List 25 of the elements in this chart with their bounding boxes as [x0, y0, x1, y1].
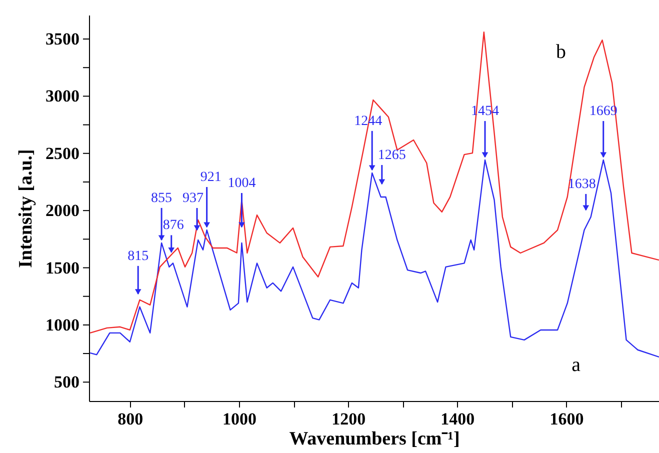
- annotation: 937: [182, 190, 204, 206]
- x-tick-label: 1000: [222, 410, 256, 428]
- y-tick-label: 3000: [46, 86, 80, 106]
- line-series: [89, 32, 659, 334]
- x-axis-title: Wavenumbers [cm⁻¹]: [289, 428, 460, 450]
- annotation: 1265: [378, 148, 406, 164]
- series-label: b: [556, 41, 566, 64]
- y-tick-label: 500: [54, 372, 80, 392]
- y-tick-label: 1500: [46, 258, 80, 278]
- y-axis-title: Intensity [a.u.]: [16, 149, 36, 268]
- x-tick-label: 1400: [440, 410, 475, 428]
- annotation: 921: [200, 170, 222, 186]
- annotation: 876: [162, 218, 184, 234]
- line-series: [89, 159, 659, 358]
- annotation: 815: [128, 248, 149, 264]
- y-tick-label: 3500: [46, 30, 80, 49]
- x-tick-label: 1200: [332, 410, 366, 428]
- annotation: 1004: [228, 176, 256, 192]
- y-tick-label: 2500: [46, 144, 80, 163]
- series-label: a: [572, 354, 581, 376]
- y-tick-label: 2000: [46, 201, 80, 220]
- y-tick-label: 1000: [46, 315, 80, 334]
- x-tick-label: 800: [118, 410, 144, 428]
- x-tick-label: 1600: [550, 410, 584, 428]
- annotation: 855: [151, 190, 172, 206]
